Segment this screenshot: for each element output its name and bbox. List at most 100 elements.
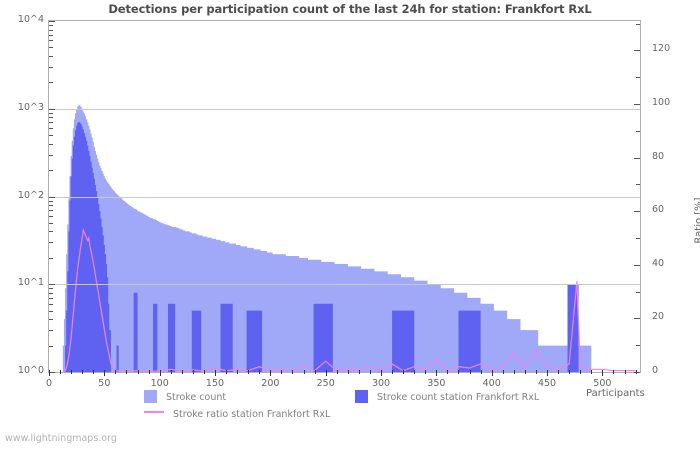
x-tick [93,370,95,374]
x-tick [159,370,161,376]
y-tick-minor [49,170,53,172]
y-tick-minor [49,25,53,26]
bar-series [62,105,592,372]
x-tick [369,370,371,374]
x-tick [82,370,84,374]
y-tick-label: 10^2 [17,189,44,201]
y-tick-minor [49,310,53,312]
y-right-tick-major [634,264,640,266]
y-right-tick-minor [636,184,640,186]
x-tick [491,370,493,376]
x-tick [292,370,294,374]
y-right-tick-major [634,211,640,213]
x-tick [270,370,272,376]
y-tick-minor [49,303,53,305]
x-tick [436,370,438,376]
x-tick [192,370,194,374]
x-tick [325,370,327,376]
y-right-tick-minor [636,291,640,293]
gridline [49,284,640,286]
x-tick [259,370,261,374]
x-tick [104,370,106,376]
x-tick [458,370,460,374]
y-right-tick-major [634,50,640,52]
x-tick [126,370,128,374]
y-right-tick-label: 100 [652,97,671,109]
y-right-tick-label: 120 [652,43,671,55]
x-tick [60,370,62,374]
y-right-tick-major [634,104,640,106]
y-tick-minor [49,82,53,84]
x-tick-label: 200 [261,378,280,389]
y-tick-minor [49,297,53,299]
y-right-tick-minor [636,130,640,132]
bar-series [63,121,626,372]
x-tick [181,370,183,374]
y-tick-minor [49,292,53,294]
x-axis-title: Participants [586,388,645,399]
y-tick-minor [49,205,53,206]
y-tick-minor [49,154,53,156]
y-right-tick-label: 0 [652,365,659,376]
y-right-tick-minor [636,23,640,25]
y-right-tick-label: 60 [652,204,665,216]
y-tick-minor [49,55,53,57]
y-tick-minor [49,200,53,202]
x-tick [248,370,250,374]
y-tick-minor [49,319,53,321]
gridline [49,108,640,110]
legend-line-stroke-ratio-station [144,411,164,413]
x-tick [635,370,637,374]
x-tick [392,370,394,374]
y-right-tick-major [634,157,640,159]
y-tick-minor [49,210,53,212]
watermark: www.lightningmaps.org [5,433,117,444]
legend-item-stroke-count-station: Stroke count station Frankfort RxL [355,390,539,403]
x-tick [591,370,593,374]
x-tick [558,370,560,374]
y-tick-label: 10^4 [17,14,44,25]
x-tick [170,370,172,374]
legend-swatch-stroke-count-station [355,390,368,403]
x-tick [624,370,626,374]
y-right-tick-label: 20 [652,311,665,323]
x-tick [49,370,50,376]
x-tick-label: 500 [593,378,612,389]
y-tick-minor [49,47,53,49]
x-tick-label: 50 [98,378,111,389]
y-tick-minor [49,330,53,332]
y-tick-major [49,21,55,22]
y-tick-minor [49,34,53,36]
x-tick [425,370,427,374]
x-tick [358,370,360,374]
x-tick [524,370,526,374]
y-right-tick-minor [636,345,640,347]
x-tick [381,370,383,376]
x-tick [502,370,504,374]
y-tick-major [49,372,55,373]
plot-area [48,20,641,373]
x-tick [469,370,471,374]
gridline [49,196,640,198]
legend-label-stroke-count: Stroke count [166,392,227,403]
x-tick [547,370,549,376]
x-tick [215,370,216,376]
y-tick-major [49,284,55,286]
x-tick-label: 100 [150,378,169,389]
y-tick-minor [49,143,53,145]
y-tick-minor [49,257,53,259]
x-tick [602,370,604,376]
y-tick-minor [49,345,53,347]
y-tick-minor [49,231,53,233]
y-tick-minor [49,112,53,114]
y-tick-minor [49,222,53,224]
x-tick-label: 400 [482,378,501,389]
y-tick-label: 10^3 [17,101,44,113]
chart-title: Detections per participation count of th… [108,2,592,16]
y-tick-label: 10^1 [17,277,44,289]
y-axis-right-title: Ratio [%] [693,197,700,244]
legend-item-stroke-count: Stroke count [144,390,226,403]
x-tick [303,370,305,374]
x-tick [414,370,416,374]
